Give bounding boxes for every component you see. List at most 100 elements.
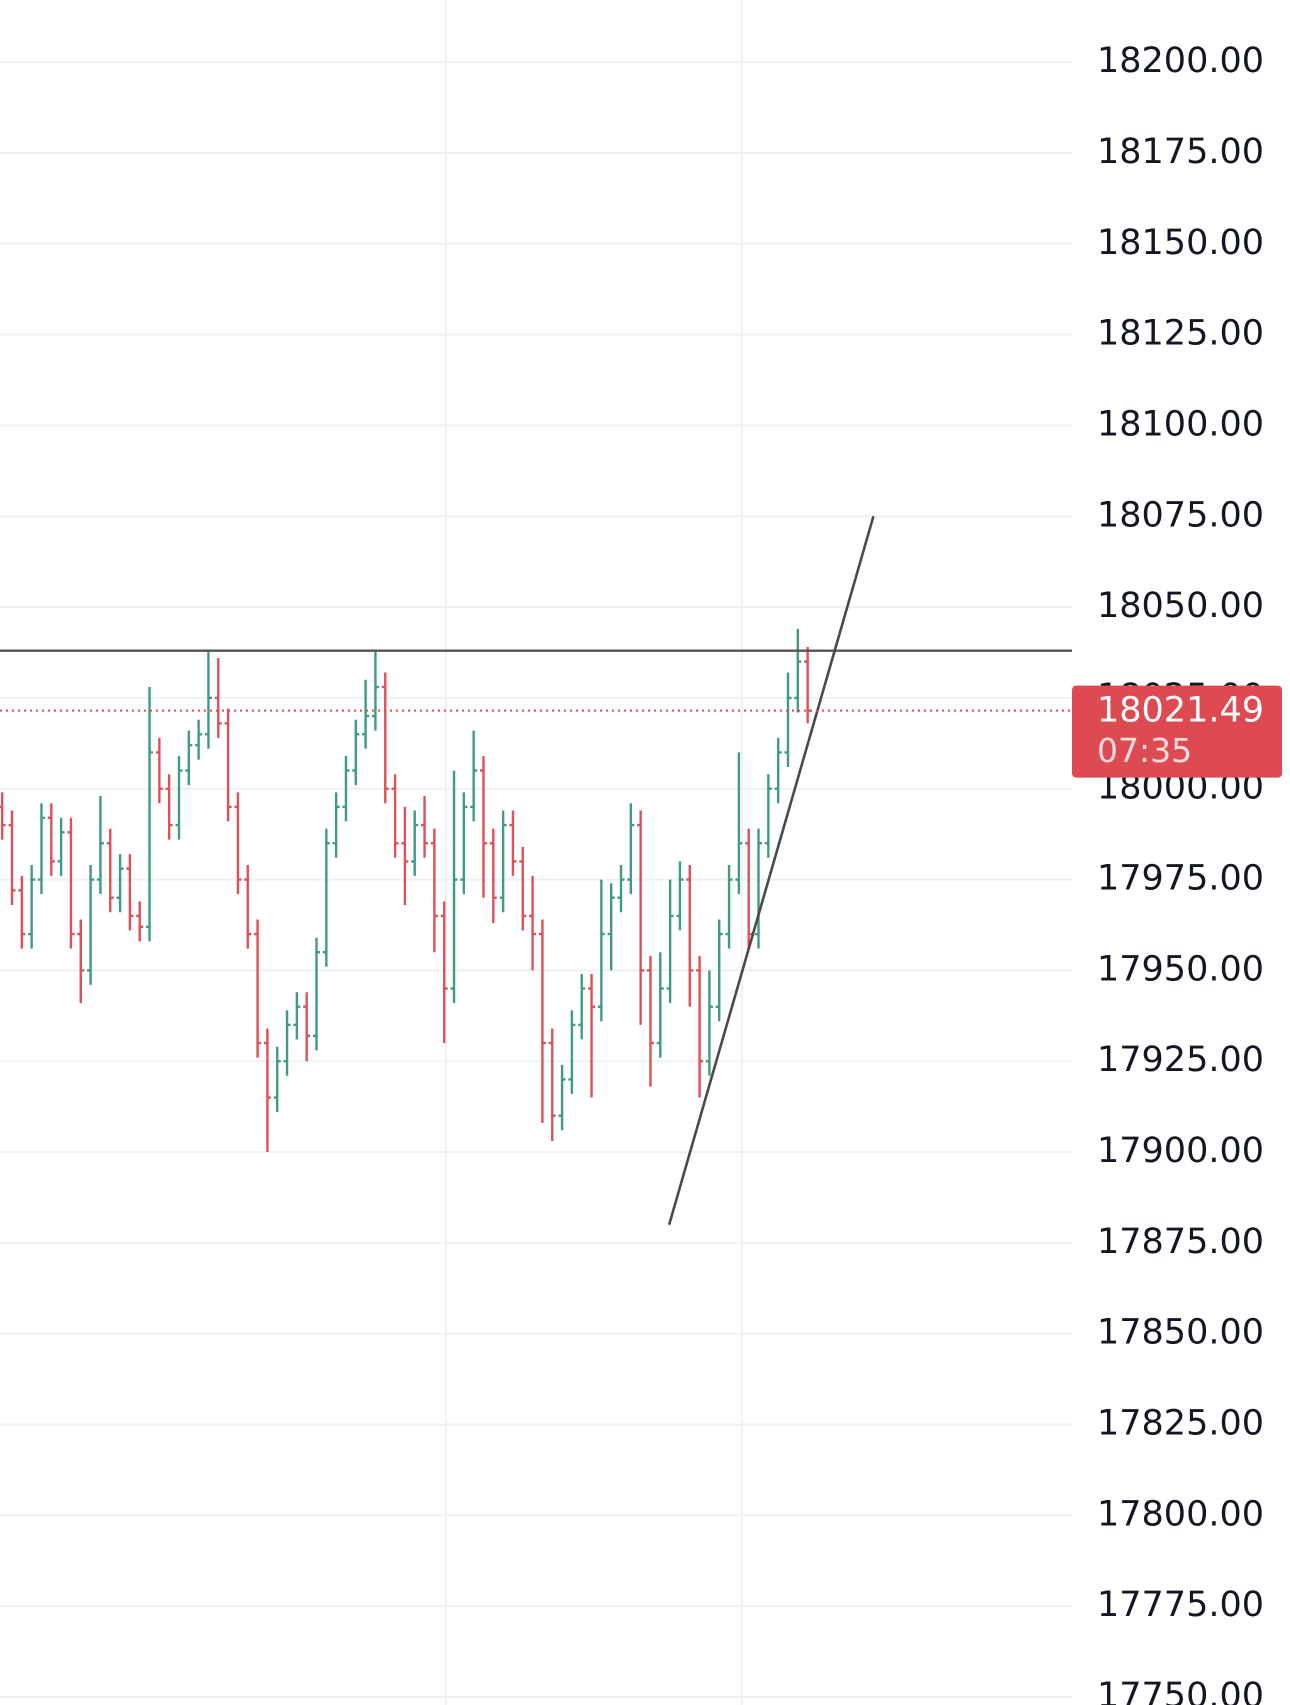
- ohlc-bar: [214, 657, 222, 738]
- ohlc-bar: [313, 937, 321, 1051]
- ohlc-bar: [146, 687, 154, 942]
- y-tick-label: 18125.00: [1097, 314, 1264, 354]
- ohlc-bar: [617, 865, 625, 913]
- ohlc-bar: [293, 992, 301, 1040]
- ohlc-bar: [489, 828, 497, 924]
- ohlc-bar: [725, 865, 733, 949]
- y-tick-label: 17750.00: [1097, 1676, 1264, 1705]
- y-tick-label: 18100.00: [1097, 404, 1264, 444]
- ohlc-bar: [136, 901, 144, 942]
- ohlc-bar: [96, 796, 104, 895]
- ohlc-bar: [656, 952, 664, 1058]
- ohlc-bar: [322, 828, 330, 967]
- ohlc-bar: [87, 865, 95, 985]
- ohlc-bar: [440, 901, 448, 1044]
- ohlc-bar: [794, 628, 802, 713]
- y-tick-label: 18200.00: [1097, 41, 1264, 81]
- ohlc-bar: [529, 875, 537, 971]
- ohlc-bar: [519, 846, 527, 931]
- y-tick-label: 17825.00: [1097, 1404, 1264, 1444]
- ohlc-bar: [342, 756, 350, 822]
- ohlc-bar: [460, 792, 468, 895]
- ohlc-bar: [352, 719, 360, 786]
- y-tick-label: 18050.00: [1097, 586, 1264, 626]
- ohlc-bar: [8, 810, 16, 905]
- y-tick-label: 17850.00: [1097, 1313, 1264, 1353]
- ohlc-bar: [67, 817, 75, 949]
- ohlc-bar: [538, 919, 546, 1123]
- ohlc-bar: [666, 879, 674, 1004]
- ohlc-bar: [411, 810, 419, 876]
- ohlc-bar: [499, 810, 507, 913]
- y-tick-label: 18175.00: [1097, 132, 1264, 172]
- ohlc-bar: [686, 865, 694, 1007]
- ohlc-bar: [509, 810, 517, 876]
- ohlc-bar: [381, 672, 389, 804]
- ohlc-bar: [185, 730, 193, 786]
- ohlc-bar: [28, 865, 36, 949]
- last-price-box: [1072, 685, 1282, 778]
- ohlc-bar: [155, 737, 163, 804]
- ohlc-bar: [735, 752, 743, 895]
- countdown-label: 07:35: [1097, 731, 1192, 770]
- ohlc-bar: [705, 970, 713, 1076]
- ohlc-bar: [804, 647, 812, 724]
- ohlc-bar: [0, 792, 6, 840]
- y-tick-label: 18075.00: [1097, 495, 1264, 535]
- ohlc-bar: [745, 828, 753, 949]
- y-tick-label: 17800.00: [1097, 1494, 1264, 1534]
- ohlc-bar: [588, 974, 596, 1098]
- ohlc-bar: [696, 955, 704, 1098]
- trend-line: [667, 515, 875, 1226]
- ohlc-bar: [401, 806, 409, 905]
- ohlc-bar: [263, 1028, 271, 1153]
- ohlc-bar: [450, 770, 458, 1004]
- ohlc-bar: [37, 803, 45, 895]
- ohlc-bar: [234, 792, 242, 895]
- ohlc-bar: [391, 774, 399, 858]
- y-tick-label: 17975.00: [1097, 859, 1264, 899]
- ohlc-bar: [646, 955, 654, 1087]
- ohlc-bar: [362, 679, 370, 749]
- ohlc-bar: [175, 756, 183, 840]
- ohlc-bar: [254, 919, 262, 1058]
- ohlc-bar: [57, 817, 65, 876]
- ohlc-bar: [558, 1064, 566, 1131]
- ohlc-bar: [116, 854, 124, 913]
- ohlc-bar: [430, 828, 438, 953]
- ohlc-bar: [283, 1010, 291, 1076]
- ohlc-bar: [784, 672, 792, 767]
- ohlc-bar: [578, 974, 586, 1040]
- last-price-label: 18021.49: [1097, 691, 1264, 731]
- ohlc-bar: [764, 774, 772, 858]
- ohlc-bar: [195, 719, 203, 760]
- ohlc-bar: [676, 861, 684, 931]
- ohlc-bar: [637, 810, 645, 1025]
- ohlc-bar: [715, 919, 723, 1022]
- y-tick-label: 17925.00: [1097, 1040, 1264, 1080]
- ohlc-bar: [273, 1046, 281, 1113]
- ohlc-bar: [18, 875, 26, 949]
- ohlc-bar: [371, 650, 379, 731]
- ohlc-bar: [774, 737, 782, 804]
- ohlc-bar: [244, 865, 252, 949]
- y-tick-label: 17950.00: [1097, 949, 1264, 989]
- ohlc-bar: [47, 803, 55, 876]
- ohlc-bar: [755, 828, 763, 949]
- ohlc-bar: [332, 792, 340, 858]
- ohlc-bar: [204, 650, 212, 749]
- ohlc-bar: [479, 756, 487, 898]
- ohlc-bar: [126, 854, 134, 931]
- y-tick-label: 17875.00: [1097, 1222, 1264, 1262]
- ohlc-bar: [607, 883, 615, 971]
- y-tick-label: 17775.00: [1097, 1585, 1264, 1625]
- y-tick-label: 18150.00: [1097, 223, 1264, 263]
- ohlc-bar: [165, 774, 173, 840]
- ohlc-bar: [106, 828, 114, 913]
- ohlc-bar: [224, 708, 232, 822]
- ohlc-bar: [627, 803, 635, 895]
- ohlc-bar: [421, 796, 429, 858]
- ohlc-bar: [77, 919, 85, 1004]
- y-tick-label: 17900.00: [1097, 1131, 1264, 1171]
